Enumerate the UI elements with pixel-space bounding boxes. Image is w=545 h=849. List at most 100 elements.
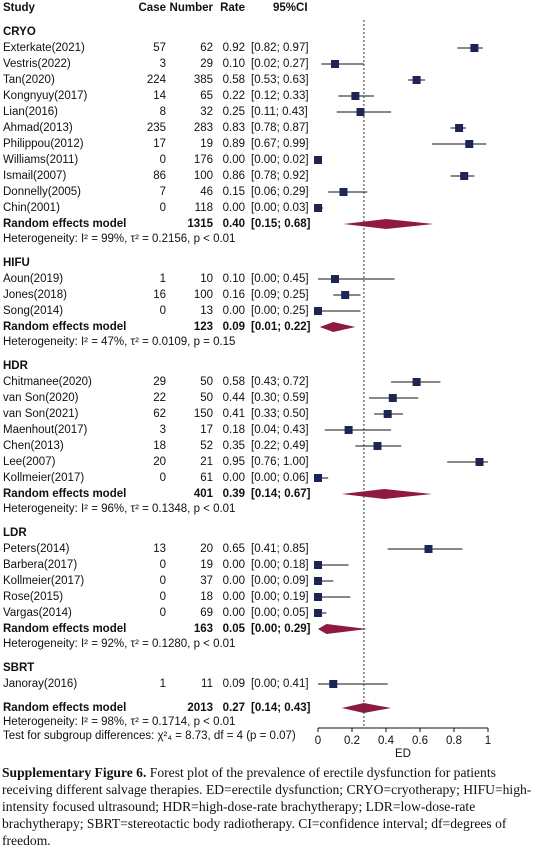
study-square (314, 307, 322, 315)
column-header: Number (170, 2, 214, 14)
study-number: 50 (200, 376, 213, 388)
pooled-ci: [0.15; 0.68] (251, 218, 311, 230)
study-ci: [0.00; 0.18] (251, 559, 309, 571)
study-ci: [0.30; 0.59] (251, 392, 309, 404)
study-case: 1 (160, 273, 166, 285)
study-name: Vestris(2022) (3, 58, 71, 70)
subgroup-test: Test for subgroup differences: χ²₄ = 8.7… (3, 730, 296, 742)
study-name: Ahmad(2013) (3, 122, 73, 134)
study-square (314, 204, 322, 212)
study-case: 0 (160, 472, 166, 484)
study-case: 0 (160, 305, 166, 317)
study-name: Donnelly(2005) (3, 186, 81, 198)
study-square (455, 124, 464, 132)
study-ci: [0.00; 0.19] (251, 591, 309, 603)
study-name: Lee(2007) (3, 456, 56, 468)
pooled-label: Random effects model (3, 321, 126, 333)
study-rate: 0.22 (223, 90, 245, 102)
study-number: 10 (200, 273, 213, 285)
study-case: 57 (153, 42, 166, 54)
study-rate: 0.83 (223, 122, 245, 134)
study-square (331, 60, 339, 68)
study-case: 0 (160, 591, 166, 603)
column-header: 95%CI (273, 2, 308, 14)
x-tick-label: 0.6 (412, 735, 428, 747)
study-rate: 0.00 (223, 591, 245, 603)
study-ci: [0.76; 1.00] (251, 456, 309, 468)
study-case: 1 (160, 678, 166, 690)
study-number: 32 (200, 106, 213, 118)
x-tick-label: 0 (315, 735, 321, 747)
study-case: 0 (160, 607, 166, 619)
study-square (388, 394, 397, 402)
column-header: Rate (220, 2, 245, 14)
pooled-rate: 0.05 (223, 623, 246, 635)
pooled-number: 2013 (187, 702, 213, 714)
study-ci: [0.43; 0.72] (251, 376, 309, 388)
study-number: 385 (194, 74, 213, 86)
study-rate: 0.10 (223, 273, 245, 285)
study-square (329, 680, 338, 688)
study-number: 19 (200, 559, 213, 571)
study-case: 86 (153, 170, 166, 182)
study-rate: 0.10 (223, 58, 245, 70)
study-case: 0 (160, 559, 166, 571)
study-rate: 0.25 (223, 106, 245, 118)
study-ci: [0.00; 0.05] (251, 607, 309, 619)
study-name: Tan(2020) (3, 74, 55, 86)
study-rate: 0.00 (223, 559, 245, 571)
study-number: 176 (194, 154, 213, 166)
study-rate: 0.09 (223, 678, 245, 690)
group-title: SBRT (3, 662, 34, 674)
pooled-diamond (341, 703, 392, 713)
study-case: 18 (153, 440, 166, 452)
column-header: Case (139, 2, 167, 14)
study-square (314, 577, 322, 585)
study-square (383, 410, 392, 418)
study-square (475, 458, 484, 466)
study-number: 65 (200, 90, 213, 102)
x-axis-label: ED (395, 748, 411, 760)
study-name: Ismail(2007) (3, 170, 66, 182)
study-name: Vargas(2014) (3, 607, 72, 619)
study-case: 0 (160, 575, 166, 587)
study-rate: 0.00 (223, 202, 245, 214)
study-name: Kollmeier(2017) (3, 472, 84, 484)
pooled-diamond (341, 489, 432, 499)
study-case: 17 (153, 138, 166, 150)
study-case: 62 (153, 408, 166, 420)
study-rate: 0.65 (223, 543, 245, 555)
study-number: 21 (200, 456, 213, 468)
study-rate: 0.58 (223, 74, 245, 86)
pooled-number: 401 (194, 488, 214, 500)
pooled-ci: [0.01; 0.22] (251, 321, 311, 333)
study-square (341, 291, 350, 299)
x-tick-label: 1 (485, 735, 491, 747)
study-ci: [0.78; 0.92] (251, 170, 309, 182)
study-case: 235 (147, 122, 166, 134)
heterogeneity: Heterogeneity: I² = 47%, τ² = 0.0109, p … (3, 336, 235, 348)
study-case: 14 (153, 90, 166, 102)
study-number: 19 (200, 138, 213, 150)
study-case: 0 (160, 202, 166, 214)
study-name: Chitmanee(2020) (3, 376, 92, 388)
study-square (424, 545, 433, 553)
study-number: 13 (200, 305, 213, 317)
study-number: 46 (200, 186, 213, 198)
study-ci: [0.00; 0.45] (251, 273, 309, 285)
study-square (470, 44, 479, 52)
study-name: Lian(2016) (3, 106, 58, 118)
caption: Supplementary Figure 6. Forest plot of t… (2, 764, 543, 849)
study-square (314, 561, 322, 569)
study-case: 16 (153, 289, 166, 301)
column-header: Study (3, 2, 36, 14)
study-name: Rose(2015) (3, 591, 63, 603)
study-name: Janoray(2016) (3, 678, 77, 690)
study-ci: [0.12; 0.33] (251, 90, 309, 102)
study-ci: [0.33; 0.50] (251, 408, 309, 420)
study-number: 69 (200, 607, 213, 619)
study-square (351, 92, 360, 100)
heterogeneity: Heterogeneity: I² = 92%, τ² = 0.1280, p … (3, 638, 235, 650)
study-rate: 0.18 (223, 424, 245, 436)
study-number: 29 (200, 58, 213, 70)
